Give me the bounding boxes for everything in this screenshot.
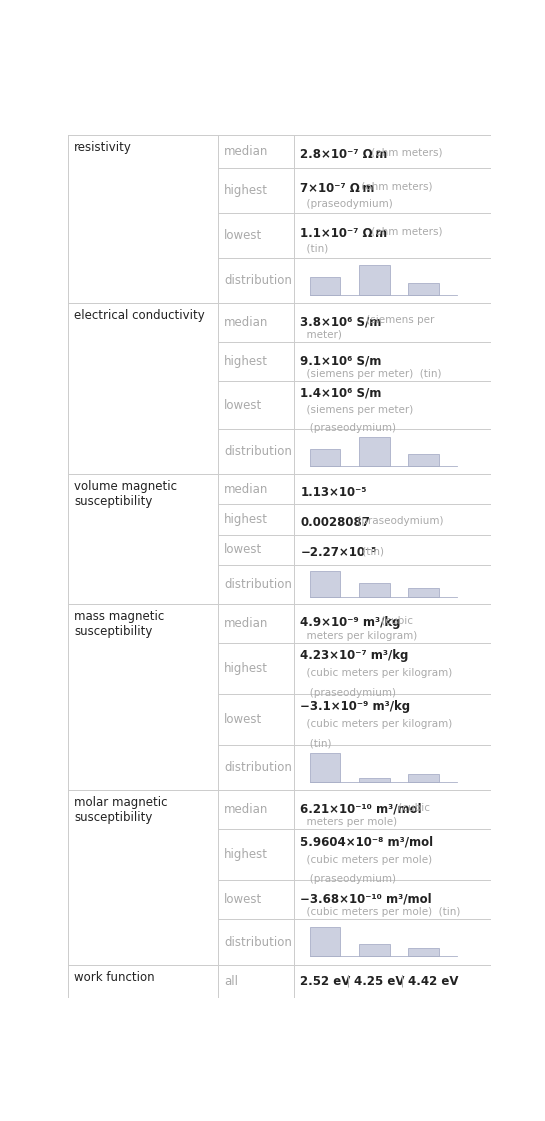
Text: highest: highest xyxy=(225,849,268,861)
Text: 4.25 eV: 4.25 eV xyxy=(354,974,404,988)
Bar xyxy=(359,944,390,956)
Text: 3.8×10⁶ S/m: 3.8×10⁶ S/m xyxy=(300,315,382,328)
Text: 1.4×10⁶ S/m: 1.4×10⁶ S/m xyxy=(300,387,382,400)
Text: |: | xyxy=(340,974,358,988)
Text: resistivity: resistivity xyxy=(74,140,132,154)
Text: −3.68×10⁻¹⁰ m³/mol: −3.68×10⁻¹⁰ m³/mol xyxy=(300,892,432,906)
Bar xyxy=(359,437,390,466)
Text: median: median xyxy=(225,617,269,630)
Text: distribution: distribution xyxy=(225,761,292,775)
Text: (cubic: (cubic xyxy=(378,615,413,626)
Text: 1.13×10⁻⁵: 1.13×10⁻⁵ xyxy=(300,487,367,499)
Bar xyxy=(408,948,439,956)
Text: 2.52 eV: 2.52 eV xyxy=(300,974,350,988)
Text: median: median xyxy=(225,316,269,328)
Text: volume magnetic
susceptibility: volume magnetic susceptibility xyxy=(74,481,177,509)
Text: highest: highest xyxy=(225,513,268,526)
Text: all: all xyxy=(225,974,238,988)
Text: (cubic meters per mole)  (tin): (cubic meters per mole) (tin) xyxy=(300,907,461,917)
Text: work function: work function xyxy=(74,971,155,983)
Text: (praseodymium): (praseodymium) xyxy=(300,198,393,209)
Text: 4.9×10⁻⁹ m³/kg: 4.9×10⁻⁹ m³/kg xyxy=(300,615,401,629)
Bar xyxy=(359,266,390,295)
Bar xyxy=(310,572,341,596)
Text: (ohm meters): (ohm meters) xyxy=(368,148,443,158)
Text: 1.1×10⁻⁷ Ω m: 1.1×10⁻⁷ Ω m xyxy=(300,226,387,240)
Text: −2.27×10⁻⁵: −2.27×10⁻⁵ xyxy=(300,546,377,559)
Text: distribution: distribution xyxy=(225,577,292,591)
Text: meters per mole): meters per mole) xyxy=(300,817,397,827)
Text: (siemens per meter)  (tin): (siemens per meter) (tin) xyxy=(300,369,442,379)
Text: electrical conductivity: electrical conductivity xyxy=(74,309,205,322)
Text: median: median xyxy=(225,804,269,816)
Text: (ohm meters): (ohm meters) xyxy=(358,182,432,192)
Bar xyxy=(310,752,341,782)
Text: lowest: lowest xyxy=(225,543,263,556)
Text: (tin): (tin) xyxy=(300,739,332,749)
Text: (praseodymium): (praseodymium) xyxy=(300,874,396,884)
Text: (cubic meters per kilogram): (cubic meters per kilogram) xyxy=(300,668,452,678)
Text: −3.1×10⁻⁹ m³/kg: −3.1×10⁻⁹ m³/kg xyxy=(300,700,410,713)
Text: (praseodymium): (praseodymium) xyxy=(300,688,396,697)
Text: lowest: lowest xyxy=(225,893,263,907)
Text: highest: highest xyxy=(225,355,268,368)
Text: 4.23×10⁻⁷ m³/kg: 4.23×10⁻⁷ m³/kg xyxy=(300,649,409,661)
Text: (ohm meters): (ohm meters) xyxy=(368,226,443,237)
Text: median: median xyxy=(225,145,269,158)
Text: mass magnetic
susceptibility: mass magnetic susceptibility xyxy=(74,610,165,638)
Bar xyxy=(359,583,390,596)
Text: (praseodymium): (praseodymium) xyxy=(354,517,444,527)
Text: lowest: lowest xyxy=(225,713,263,726)
Text: distribution: distribution xyxy=(225,936,292,948)
Text: (tin): (tin) xyxy=(360,546,384,556)
Text: (praseodymium): (praseodymium) xyxy=(300,424,396,434)
Text: 6.21×10⁻¹⁰ m³/mol: 6.21×10⁻¹⁰ m³/mol xyxy=(300,803,422,815)
Text: (siemens per: (siemens per xyxy=(364,315,435,325)
Text: distribution: distribution xyxy=(225,274,292,287)
Text: |: | xyxy=(393,974,412,988)
Text: 5.9604×10⁻⁸ m³/mol: 5.9604×10⁻⁸ m³/mol xyxy=(300,835,433,849)
Text: 9.1×10⁶ S/m: 9.1×10⁶ S/m xyxy=(300,354,382,368)
Bar xyxy=(408,454,439,466)
Text: 2.8×10⁻⁷ Ω m: 2.8×10⁻⁷ Ω m xyxy=(300,148,387,161)
Bar xyxy=(408,282,439,295)
Text: (cubic meters per kilogram): (cubic meters per kilogram) xyxy=(300,720,452,730)
Text: 0.0028087: 0.0028087 xyxy=(300,517,370,529)
Text: (siemens per meter): (siemens per meter) xyxy=(300,405,414,415)
Text: (cubic: (cubic xyxy=(395,803,429,813)
Text: median: median xyxy=(225,483,269,495)
Text: meters per kilogram): meters per kilogram) xyxy=(300,631,417,641)
Bar xyxy=(310,277,341,295)
Text: 4.42 eV: 4.42 eV xyxy=(408,974,458,988)
Text: (tin): (tin) xyxy=(300,244,329,253)
Bar xyxy=(310,448,341,466)
Text: meter): meter) xyxy=(300,330,342,340)
Bar xyxy=(408,773,439,782)
Bar xyxy=(408,587,439,596)
Text: distribution: distribution xyxy=(225,445,292,458)
Bar xyxy=(310,927,341,956)
Text: lowest: lowest xyxy=(225,229,263,242)
Text: highest: highest xyxy=(225,184,268,196)
Text: lowest: lowest xyxy=(225,399,263,411)
Text: 7×10⁻⁷ Ω m: 7×10⁻⁷ Ω m xyxy=(300,182,374,195)
Bar xyxy=(359,778,390,782)
Text: (cubic meters per mole): (cubic meters per mole) xyxy=(300,855,432,864)
Text: highest: highest xyxy=(225,661,268,675)
Text: molar magnetic
susceptibility: molar magnetic susceptibility xyxy=(74,796,168,824)
